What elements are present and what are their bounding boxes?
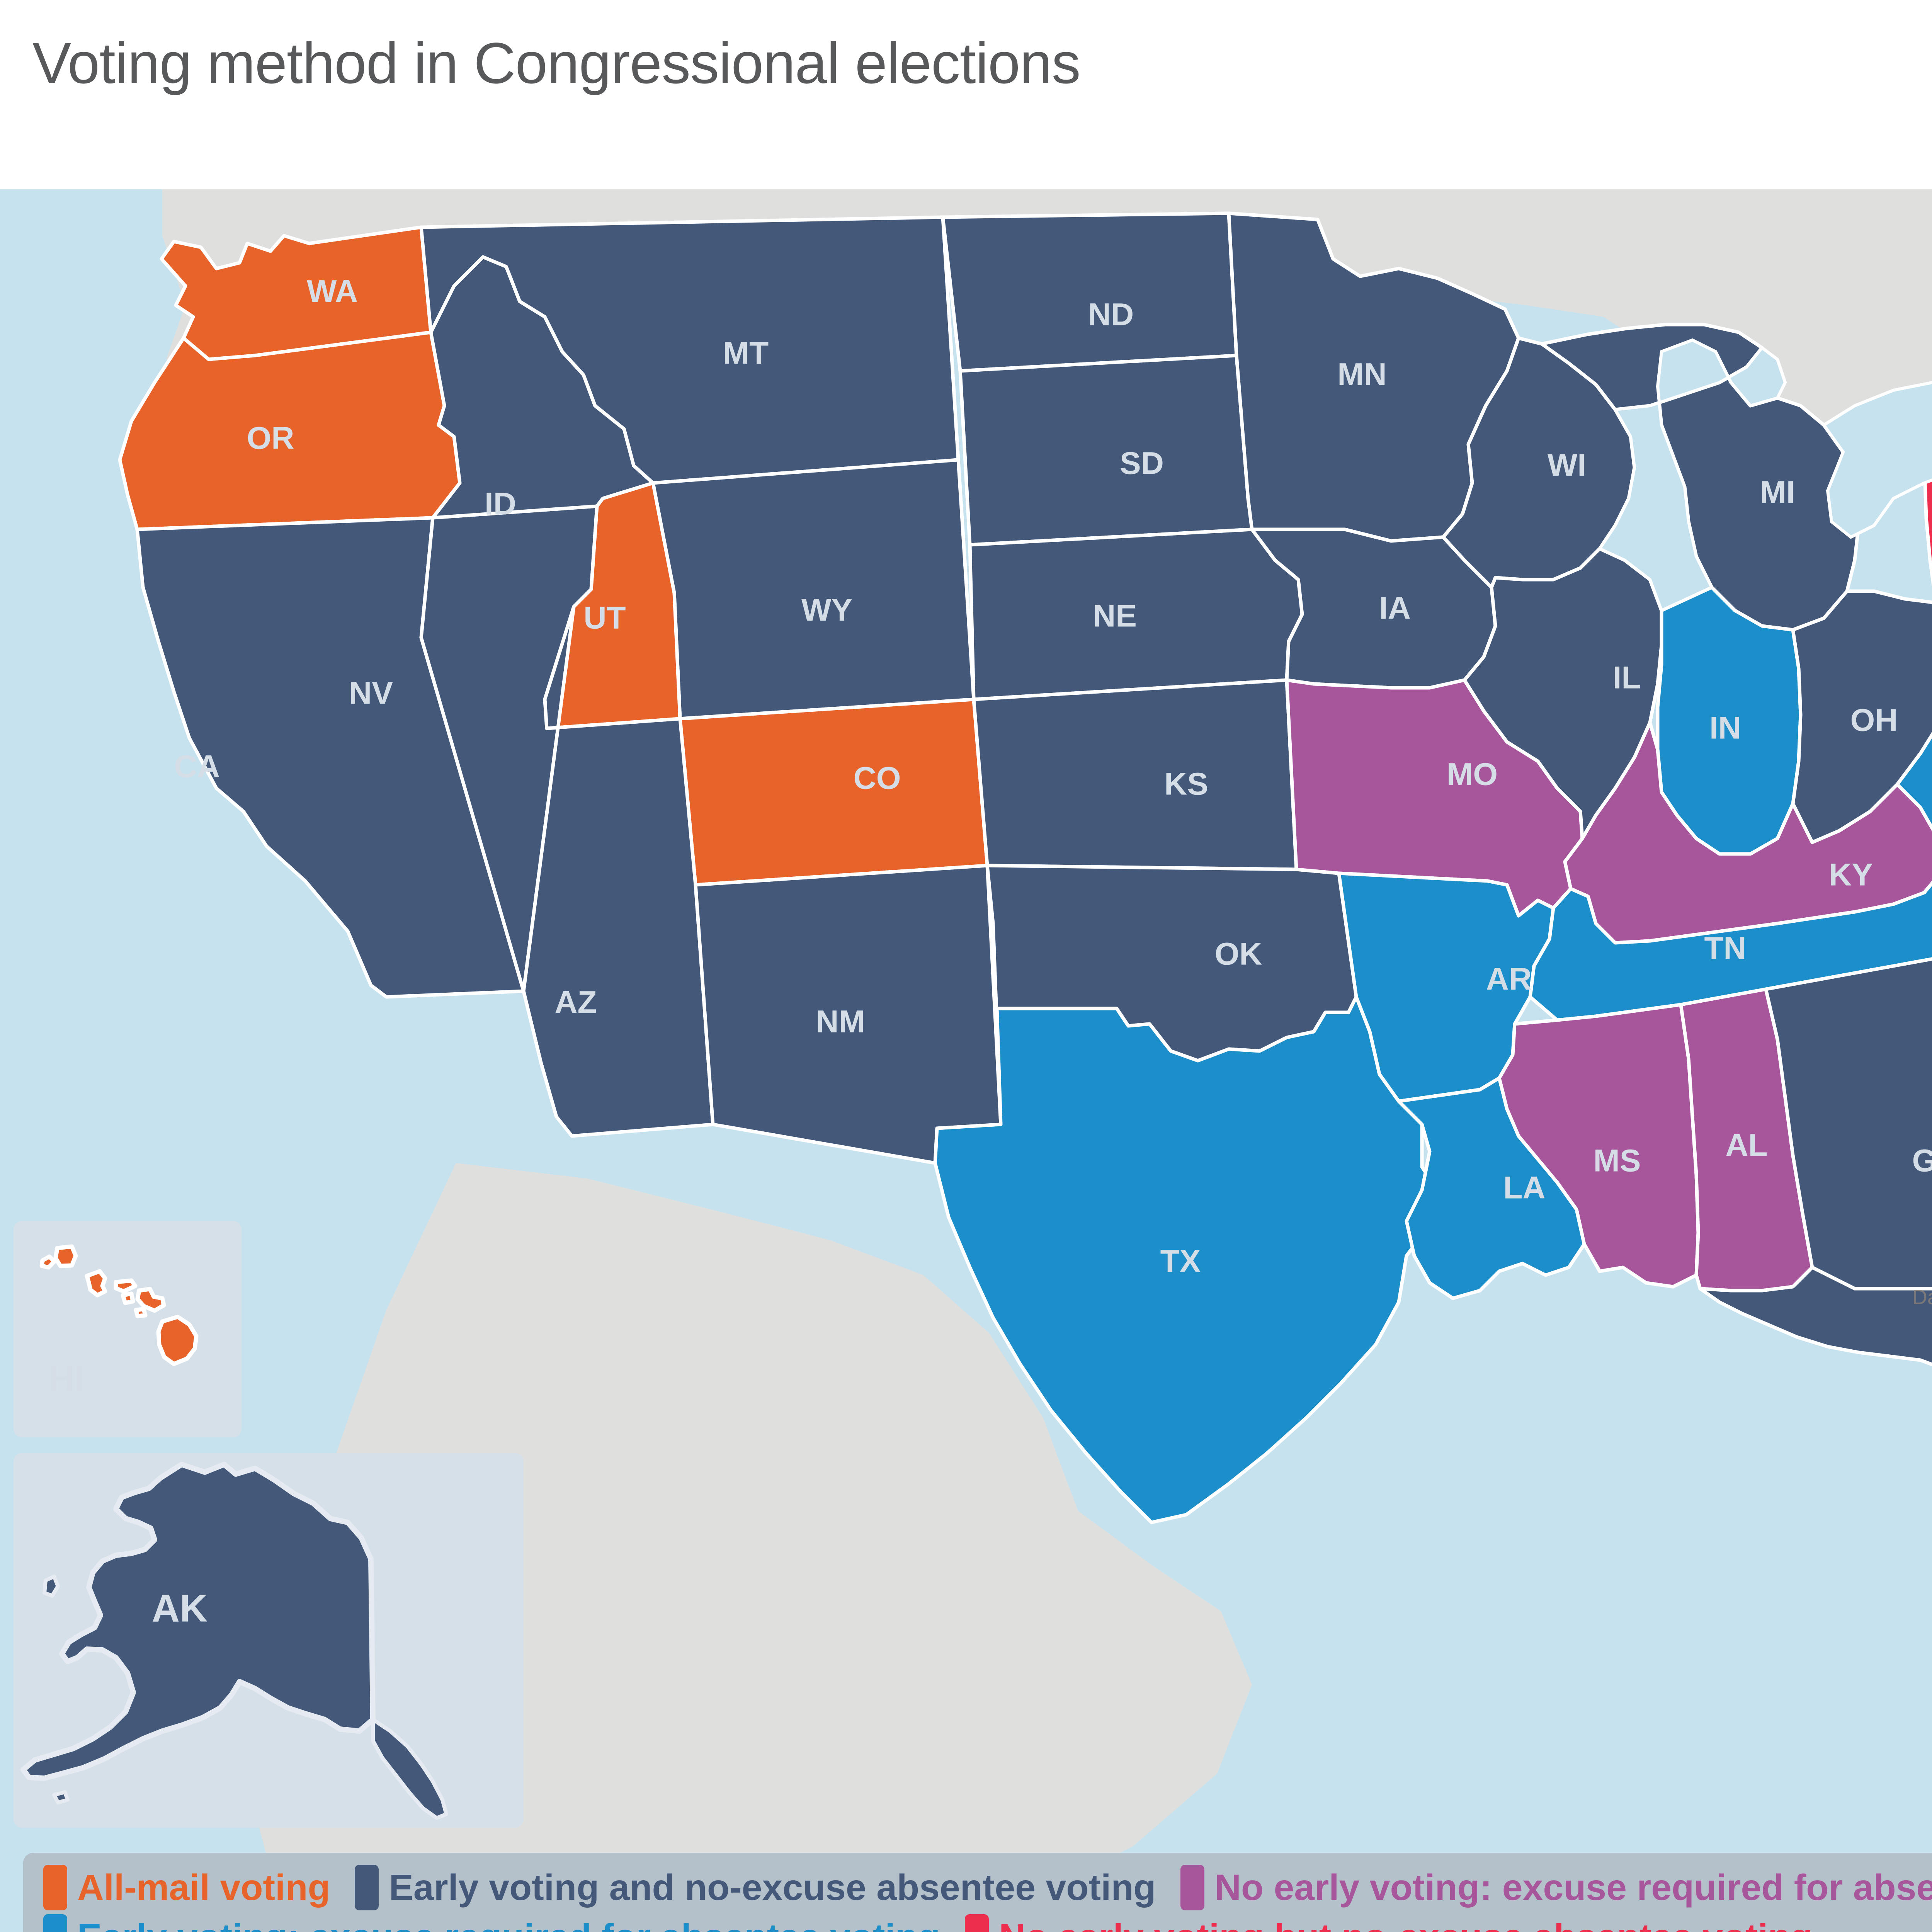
legend-item-no-early-excuse[interactable]: No early voting: excuse required for abs… xyxy=(1180,1865,1932,1910)
legend-swatch-all-mail xyxy=(43,1865,67,1910)
state-label-TX: TX xyxy=(1160,1244,1201,1279)
hawaii-islands xyxy=(39,1244,199,1366)
state-label-CO: CO xyxy=(854,761,901,796)
inset-hawaii[interactable]: HI xyxy=(14,1221,242,1437)
legend-swatch-no-early-noexcuse xyxy=(965,1914,989,1932)
state-label-NE: NE xyxy=(1093,599,1137,634)
state-ND[interactable] xyxy=(941,211,1238,373)
legend-label-no-early-excuse: No early voting: excuse required for abs… xyxy=(1214,1867,1932,1908)
state-VA[interactable] xyxy=(1895,541,1932,869)
state-label-AK: AK xyxy=(152,1587,207,1630)
legend-row-2: Early voting: excuse required for absent… xyxy=(23,1912,1932,1932)
state-label-CA: CA xyxy=(174,749,220,784)
state-label-WY: WY xyxy=(801,593,852,628)
page-title: Voting method in Congressional elections xyxy=(32,31,1081,95)
legend-label-early-noexcuse: Early voting and no-excuse absentee voti… xyxy=(389,1867,1156,1908)
great-lakes xyxy=(1597,338,1787,613)
state-label-SD: SD xyxy=(1120,446,1164,481)
state-label-ID: ID xyxy=(485,486,516,522)
state-MT[interactable] xyxy=(419,215,960,485)
state-label-MS: MS xyxy=(1594,1143,1641,1179)
state-label-MN: MN xyxy=(1337,357,1387,392)
state-label-AL: AL xyxy=(1725,1128,1767,1163)
legend-item-no-early-noexcuse[interactable]: No early voting but no-excuse absentee v… xyxy=(965,1914,1813,1932)
state-WA[interactable] xyxy=(160,225,433,361)
state-label-IN: IN xyxy=(1709,711,1741,746)
state-label-NM: NM xyxy=(816,1004,865,1039)
state-label-ND: ND xyxy=(1088,297,1134,332)
alaska-shape xyxy=(20,1462,376,1781)
legend-swatch-early-noexcuse xyxy=(355,1865,379,1910)
inset-alaska[interactable]: AK xyxy=(14,1453,524,1828)
state-label-KS: KS xyxy=(1164,767,1208,802)
legend-row-1: All-mail voting Early voting and no-excu… xyxy=(23,1863,1932,1912)
state-label-OR: OR xyxy=(247,421,294,456)
legend-item-all-mail[interactable]: All-mail voting xyxy=(43,1865,330,1910)
state-label-UT: UT xyxy=(583,600,626,636)
state-label-MO: MO xyxy=(1447,757,1498,792)
hawaii-inset-box xyxy=(14,1221,242,1437)
state-label-OH: OH xyxy=(1850,703,1898,738)
state-label-TN: TN xyxy=(1704,931,1746,966)
legend-label-no-early-noexcuse: No early voting but no-excuse absentee v… xyxy=(999,1918,1813,1932)
legend-label-all-mail: All-mail voting xyxy=(77,1867,330,1908)
state-TX[interactable] xyxy=(933,995,1439,1524)
state-label-AR: AR xyxy=(1486,962,1532,997)
legend-label-early-excuse: Early voting: excuse required for absent… xyxy=(77,1918,940,1932)
state-label-IA: IA xyxy=(1379,591,1411,626)
state-PA[interactable] xyxy=(1922,400,1932,603)
state-SD[interactable] xyxy=(958,354,1254,547)
lake-erie-ontario xyxy=(1821,381,1932,539)
state-FL[interactable] xyxy=(1698,1265,1932,1588)
state-label-IL: IL xyxy=(1613,660,1641,696)
state-KS[interactable] xyxy=(972,678,1298,871)
legend-item-early-noexcuse[interactable]: Early voting and no-excuse absentee voti… xyxy=(355,1865,1156,1910)
legend-swatch-early-excuse xyxy=(43,1914,67,1932)
state-LA[interactable] xyxy=(1397,1076,1586,1300)
map-legend: All-mail voting Early voting and no-excu… xyxy=(23,1853,1932,1932)
map-container: WA OR CA NV ID MT WY UT CO AZ NM ND SD N… xyxy=(0,189,1932,1932)
state-label-GA: GA xyxy=(1912,1143,1932,1179)
state-label-WI: WI xyxy=(1548,448,1586,483)
state-label-MI: MI xyxy=(1760,475,1795,510)
alaska-panhandle xyxy=(371,1718,448,1820)
legend-swatch-no-early-excuse xyxy=(1180,1865,1205,1910)
alaska-aleutians xyxy=(43,1575,70,1804)
state-label-NV: NV xyxy=(349,676,393,711)
state-labels: WA OR CA NV ID MT WY UT CO AZ NM ND SD N… xyxy=(174,274,1932,1279)
state-AZ[interactable] xyxy=(522,605,715,1138)
state-WY[interactable] xyxy=(651,458,976,721)
state-label-OK: OK xyxy=(1215,937,1262,972)
state-label-AZ: AZ xyxy=(554,985,597,1020)
watermark-credit: Data source: IDEA. xyxy=(1912,1286,1932,1309)
state-label-MT: MT xyxy=(723,336,769,371)
state-label-LA: LA xyxy=(1503,1170,1545,1206)
legend-item-early-excuse[interactable]: Early voting: excuse required for absent… xyxy=(43,1914,940,1932)
state-label-KY: KY xyxy=(1829,857,1873,893)
state-CO[interactable] xyxy=(678,697,989,887)
state-label-HI: HI xyxy=(49,1359,84,1398)
state-label-WA: WA xyxy=(307,274,358,309)
state-GA[interactable] xyxy=(1764,947,1932,1291)
